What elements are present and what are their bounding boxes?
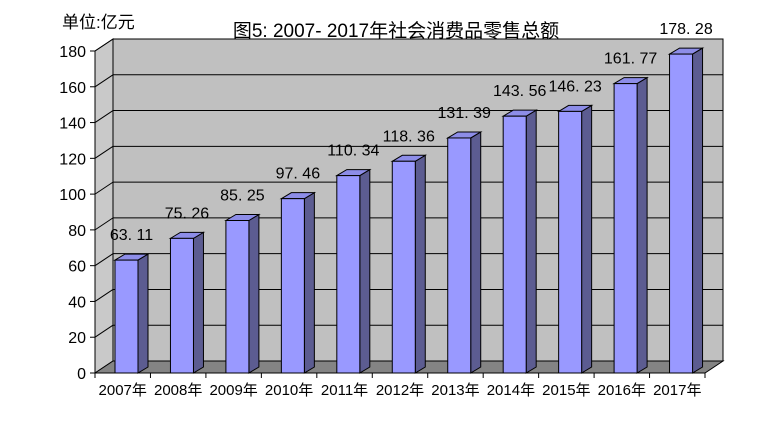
gridline-connector [94,181,114,195]
bar-value-label: 110. 34 [327,143,379,160]
gridline-connector [94,289,114,302]
unit-label: 单位:亿元 [62,13,135,32]
bar-side [359,168,371,374]
x-axis-label: 2017年 [653,382,701,399]
gridline-connector [94,217,114,231]
y-axis-label: 140 [59,116,86,133]
y-axis-label: 160 [59,80,86,97]
x-axis-label: 2009年 [209,382,257,399]
gridline-connector [94,253,114,267]
bar [447,137,472,374]
y-axis-label: 120 [59,151,86,168]
bar-value-label: 63. 11 [110,227,153,244]
bar [391,160,416,374]
bar-value-label: 97. 46 [276,166,321,183]
bar-side [581,104,593,374]
bar-value-label: 118. 36 [383,128,435,145]
x-axis-label: 2014年 [487,382,535,399]
bar-side [192,231,204,374]
bar [613,83,638,374]
x-axis-label: 2015年 [542,382,590,399]
bar-side [414,154,426,374]
gridline-connector [94,110,114,123]
bar-side [525,109,537,374]
left-wall [94,38,114,374]
bar-value-label: 75. 26 [165,205,210,222]
bar-value-label: 178. 28 [659,21,712,38]
bar-value-label: 161. 77 [604,51,657,68]
bar [502,115,527,374]
y-axis-label: 100 [59,187,86,204]
gridline-connector [94,74,114,88]
bar-side [137,253,149,374]
y-axis-label: 0 [77,366,86,383]
bar-side [248,213,260,374]
y-axis-label: 80 [68,223,86,240]
bar [280,198,305,374]
x-axis-label: 2008年 [154,382,202,399]
bar [225,219,250,374]
bar-value-label: 143. 56 [493,83,546,100]
y-axis-label: 60 [68,259,86,276]
bar-value-label: 146. 23 [548,78,601,95]
bar-value-label: 131. 39 [438,105,491,122]
bar-side [470,131,482,374]
x-axis-label: 2012年 [376,382,424,399]
bar-side [303,191,315,374]
y-axis-label: 40 [68,294,86,311]
bar [169,237,194,374]
x-axis-label: 2011年 [321,382,368,399]
bar-value-label: 85. 25 [220,187,265,204]
bar-side [636,76,648,374]
bar [558,110,583,374]
x-axis-label: 2016年 [598,382,646,399]
bar-side [692,47,704,374]
y-axis-label: 180 [59,44,86,61]
gridline-connector [94,324,114,338]
gridline-connector [94,38,114,52]
x-axis-label: 2013年 [431,382,479,399]
chart-title: 图5: 2007- 2017年社会消费品零售总额 [232,21,560,42]
bar [669,53,694,374]
y-axis-label: 20 [68,330,86,347]
x-axis-label: 2007年 [99,382,147,399]
x-axis-label: 2010年 [265,382,313,399]
bar [336,175,361,374]
bar [114,259,139,374]
gridline-connector [94,145,114,159]
